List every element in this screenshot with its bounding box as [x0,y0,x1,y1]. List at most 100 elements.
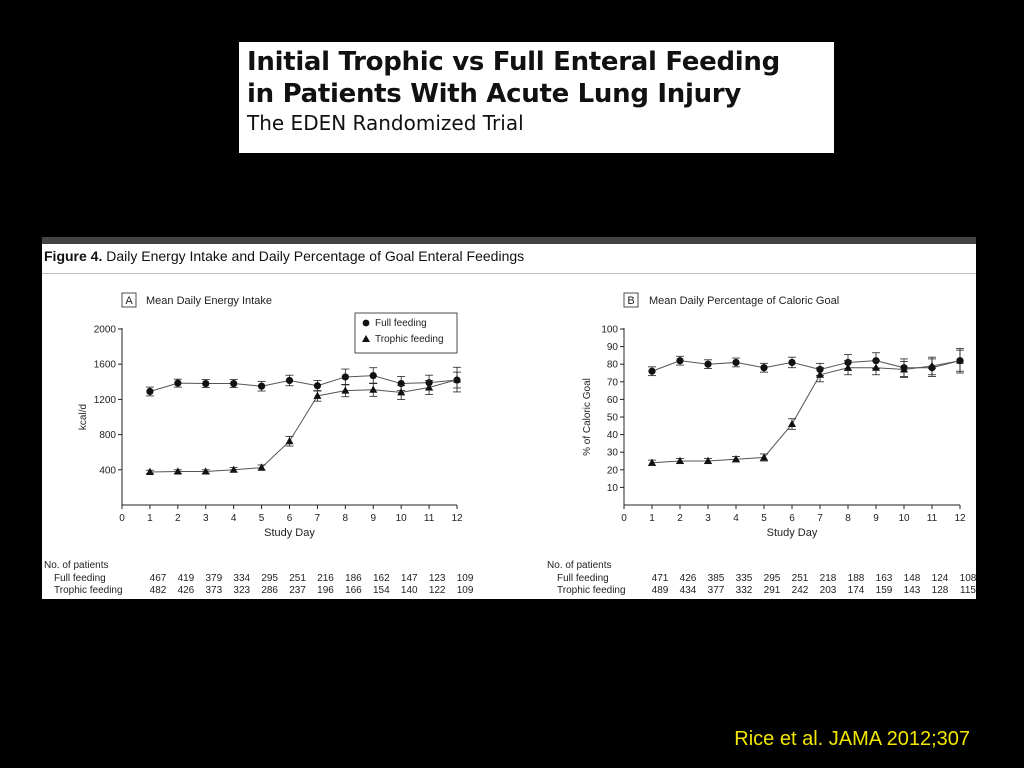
panel-b-trophic-point [844,363,852,371]
panel-b-full-point [648,367,656,375]
panel-b-x-tick-label: 9 [873,513,879,524]
panel-a-full-point [313,382,322,390]
panel-a-trophic-point [341,386,350,394]
panel-b-patients-row-label: Trophic feeding [557,585,626,596]
panel-b-full-line [651,360,961,372]
panel-a-x-tick-label: 12 [451,513,463,524]
panel-b-x-tick-label: 4 [733,513,739,524]
panel-b-full-point [788,358,796,367]
panel-b-patients-heading: No. of patients [547,560,611,571]
panel-a-patients-count: 251 [289,573,306,584]
panel-b-patients-count: 471 [652,573,669,584]
panel-a-patients-count: 334 [233,573,250,584]
panel-b-x-tick-label: 0 [621,513,627,524]
panel-b-y-tick-label: 60 [607,395,619,406]
figure-label: Figure 4. [44,248,103,264]
panel-a-patients-count: 237 [289,585,306,596]
panel-a-legend-label: Trophic feeding [375,334,444,345]
panel-a-trophic-point [369,385,378,393]
panel-b-patients-count: 203 [820,585,837,596]
panel-b-trophic-point [872,363,880,371]
panel-b-x-label: Study Day [767,527,818,539]
panel-b-patients-count: 251 [792,573,809,584]
panel-a-patients-count: 482 [150,585,167,596]
panel-b-y-tick-label: 30 [607,448,619,459]
figure-caption: Figure 4. Daily Energy Intake and Daily … [44,248,524,264]
panel-b-patients-count: 159 [876,585,893,596]
panel-b-patients-count: 124 [932,573,949,584]
panel-a-patients-count: 162 [373,573,390,584]
panel-b-x-tick-label: 1 [649,513,655,524]
panel-b-full-point [704,360,712,368]
panel-b-patients-count: 163 [876,573,893,584]
panel-b-patients-count: 426 [680,573,697,584]
panel-b-patients-count: 385 [708,573,725,584]
panel-b-trophic-point [900,365,908,373]
panel-a-trophic-point [257,463,266,471]
panel-a-legend-marker-trophic [362,335,370,342]
panel-a-x-tick-label: 2 [175,513,181,524]
panel-b-y-tick-label: 20 [607,465,619,476]
panel-a-full-point [146,387,154,396]
panel-b-trophic-line [651,360,961,464]
panel-a-trophic-point [397,388,406,396]
panel-a-x-tick-label: 7 [315,513,321,524]
panel-b-trophic-point [928,361,936,369]
panel-a-trophic-point [425,383,434,391]
panel-b-title: Mean Daily Percentage of Caloric Goal [649,295,839,307]
figure-caption-text: Daily Energy Intake and Daily Percentage… [106,248,525,264]
panel-a-y-tick-label: 400 [99,465,116,476]
panel-a-x-tick-label: 8 [343,513,349,524]
panel-b-patients-count: 174 [848,585,865,596]
panel-a-trophic-point [173,467,182,475]
panel-b-y-tick-label: 100 [601,325,618,336]
panel-b-patients-count: 295 [764,573,781,584]
panel-b-y-tick-label: 70 [607,377,619,388]
panel-a-x-tick-label: 6 [287,513,293,524]
slide-subtitle: The EDEN Randomized Trial [247,111,524,135]
panel-a-full-point [257,382,266,390]
panel-b-trophic-point [816,370,824,378]
panel-a-full-line [149,375,458,392]
panel-a-trophic-point [145,467,154,475]
panel-a-trophic-point [201,467,210,475]
panel-a-patients-count: 216 [317,573,334,584]
panel-a-full-point [174,379,182,387]
panel-b-y-tick-label: 90 [607,342,619,353]
figure-caption-rule [42,273,976,274]
panel-a-patients-count: 419 [178,573,195,584]
slide-title-line1: Initial Trophic vs Full Enteral Feeding [247,47,780,77]
panel-a-x-tick-label: 5 [259,513,265,524]
figure-charts: A Mean Daily Energy Intake400800120016002… [44,292,976,596]
panel-a-patients-count: 186 [345,573,362,584]
panel-b-trophic-point [760,453,768,461]
panel-b-x-tick-label: 11 [927,513,938,524]
slide-title-box: Initial Trophic vs Full Enteral Feeding … [239,42,834,153]
panel-b-patients-count: 332 [736,585,753,596]
panel-a-y-tick-label: 1200 [94,395,117,406]
panel-b-patients-row-label: Full feeding [557,573,609,584]
panel-b-patients-count: 434 [680,585,697,596]
panel-b-letter-box [623,292,639,308]
panel-b-trophic-point [704,456,712,464]
panel-a-title: Mean Daily Energy Intake [146,295,272,307]
panel-a-x-tick-label: 3 [203,513,209,524]
panel-a-patients-count: 467 [150,573,167,584]
panel-b-x-tick-label: 10 [898,513,910,524]
panel-a-trophic-point [313,391,322,399]
panel-a-legend-marker-full [362,319,370,327]
panel-b-patients-count: 143 [904,585,921,596]
panel-b-trophic-point [732,455,740,463]
panel-a-patients-row-label: Full feeding [54,573,106,584]
panel-b-full-point [732,358,740,367]
panel-a-full-point [369,372,377,380]
panel-b-full-point [760,364,768,372]
panel-b-patients-count: 377 [708,585,725,596]
panel-a-patients-count: 140 [401,585,418,596]
panel-a-x-tick-label: 11 [424,513,435,524]
figure-panel: Figure 4. Daily Energy Intake and Daily … [42,237,976,599]
panel-a-legend-box [354,312,458,354]
panel-b-letter: B [627,295,634,307]
panel-b-x-tick-label: 5 [761,513,767,524]
panel-a-patients-count: 295 [261,573,278,584]
